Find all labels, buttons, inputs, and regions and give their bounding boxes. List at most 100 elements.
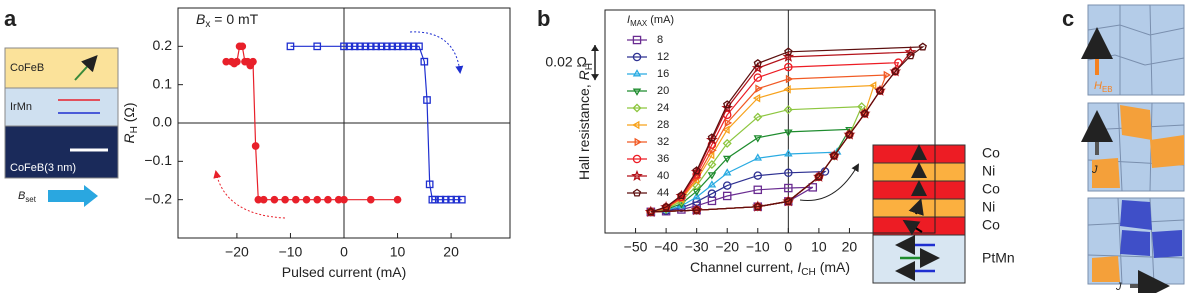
marker (784, 47, 793, 56)
sweep-arrow (409, 31, 464, 74)
marker (441, 195, 450, 204)
annotation-part: B (196, 11, 205, 27)
marker (291, 195, 300, 204)
plot-frame (604, 9, 936, 234)
marker (393, 195, 402, 204)
marker (883, 70, 892, 80)
layer (4, 125, 119, 179)
marker (632, 52, 642, 62)
marker (447, 195, 455, 204)
marker (646, 207, 656, 216)
marker (784, 183, 793, 193)
layer-label: CoFeB(3 nm) (10, 162, 76, 174)
marker (632, 154, 642, 164)
marker (431, 195, 439, 204)
y-axis-label-part: (Ω) (121, 102, 137, 126)
marker (753, 185, 763, 195)
x-tick-label: −40 (654, 239, 678, 255)
marker (388, 42, 397, 51)
x-axis-label-part: CH (801, 267, 816, 278)
scale-bar-head (591, 74, 599, 81)
marker (857, 102, 867, 112)
layer (4, 47, 119, 89)
layer (872, 216, 966, 236)
series-line (650, 46, 925, 213)
legend-label: 44 (657, 187, 669, 199)
marker (350, 42, 359, 51)
marker (286, 42, 295, 51)
x-tick-label: 20 (443, 244, 459, 260)
grain (1120, 105, 1152, 140)
marker (425, 180, 434, 189)
marker (918, 42, 927, 51)
y-axis-label: Hall resistance, RH (576, 63, 595, 180)
panel-label: a (4, 6, 17, 31)
x-tick-label: 20 (842, 239, 858, 255)
x-tick-label: 10 (390, 244, 406, 260)
marker (707, 159, 717, 170)
field-label-part: EB (1102, 85, 1113, 94)
marker (393, 42, 402, 51)
layer-label: PtMn (982, 250, 1015, 266)
marker (829, 151, 839, 160)
x-axis-label-part: (mA) (816, 259, 850, 275)
legend-label: 40 (657, 170, 669, 182)
marker (722, 181, 732, 190)
grain (1152, 230, 1182, 258)
marker (692, 192, 701, 200)
legend-label: 12 (657, 51, 669, 63)
current-label: J (1115, 281, 1122, 293)
y-tick-label: −0.1 (144, 152, 172, 168)
marker (707, 189, 717, 198)
field-label: HEB (1094, 80, 1113, 94)
current-label-part: J (1115, 281, 1122, 293)
x-tick-label: −50 (624, 239, 648, 255)
marker (722, 191, 732, 201)
y-axis-label-part: R (121, 133, 137, 143)
marker (906, 51, 915, 60)
x-tick-label: 0 (784, 239, 792, 255)
grain (1150, 135, 1184, 168)
marker (784, 196, 793, 205)
x-axis-label-part: Pulsed current (mA) (282, 264, 406, 280)
marker (677, 190, 686, 199)
marker (783, 85, 791, 94)
marker (724, 118, 733, 128)
marker (753, 202, 762, 211)
grain (1092, 256, 1120, 282)
legend-label: 28 (657, 119, 669, 131)
marker (340, 42, 348, 51)
scale-bar-label: 0.02 Ω (545, 53, 587, 69)
legend-label: 8 (657, 34, 663, 46)
field-label-part: B (18, 190, 25, 202)
layer-label: Co (982, 145, 1000, 161)
marker (372, 42, 380, 51)
marker (723, 100, 732, 109)
field-label-part: H (1094, 80, 1102, 92)
annotation: Bx = 0 mT (196, 11, 259, 30)
x-tick-label: −30 (685, 239, 709, 255)
marker (753, 171, 763, 180)
grain-map (1087, 4, 1185, 96)
marker (420, 57, 429, 66)
marker (377, 42, 386, 51)
arrow (902, 219, 923, 236)
marker (753, 135, 763, 143)
marker (632, 69, 642, 77)
marker (632, 35, 642, 45)
marker (313, 195, 322, 204)
y-axis-label-part: H (584, 63, 595, 70)
legend-label: 24 (657, 102, 669, 114)
legend-label: 20 (657, 85, 669, 97)
annotation-part: x (205, 19, 210, 30)
grain (1092, 158, 1120, 188)
marker (409, 42, 418, 51)
marker (722, 155, 732, 164)
marker (904, 45, 917, 58)
legend-title-part: I (627, 14, 630, 26)
marker (270, 195, 279, 204)
y-axis-label-part: R (576, 70, 592, 80)
marker (632, 103, 642, 113)
x-tick-label: −10 (279, 244, 303, 260)
